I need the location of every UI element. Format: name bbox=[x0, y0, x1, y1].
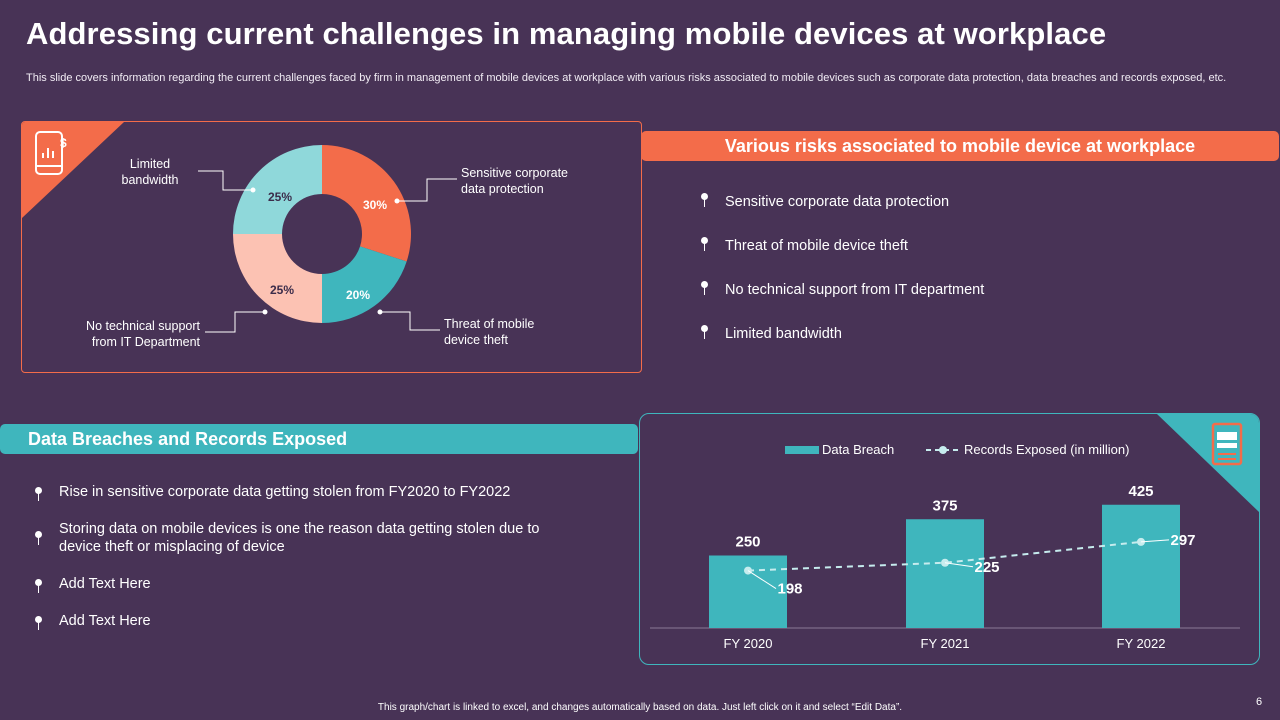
donut-label-support: No technical support from IT Department bbox=[86, 319, 200, 349]
leader-dot-theft bbox=[377, 309, 383, 315]
risk-item: Sensitive corporate data protection bbox=[701, 193, 984, 211]
breaches-header: Data Breaches and Records Exposed bbox=[0, 424, 638, 454]
page-number: 6 bbox=[1256, 696, 1263, 708]
donut-chart: 30% 20% 25% 25% bbox=[198, 145, 457, 333]
donut-slice-limited-bandwidth bbox=[233, 145, 322, 234]
risks-list: Sensitive corporate data protection Thre… bbox=[701, 193, 984, 343]
donut-label-bandwidth: Limited bandwidth bbox=[121, 157, 179, 187]
risks-header: Various risks associated to mobile devic… bbox=[641, 131, 1279, 161]
donut-panel: $ 30% 20% 25% 25% Sensitive corporate data p… bbox=[21, 121, 642, 373]
donut-value-label: 30% bbox=[363, 198, 387, 212]
bar-data-breach-fy-2021 bbox=[906, 519, 984, 628]
leader-dot-bandwidth bbox=[250, 187, 256, 193]
breach-item: Storing data on mobile devices is one th… bbox=[35, 520, 559, 556]
legend-label-data-breach: Data Breach bbox=[822, 442, 894, 457]
bar-chart-panel: Data Breach Records Exposed (in million)… bbox=[639, 413, 1260, 665]
donut-value-label: 20% bbox=[346, 288, 370, 302]
leader-dot-sensitive bbox=[394, 198, 400, 204]
donut-label-sensitive: Sensitive corporate data protection bbox=[461, 166, 569, 196]
breach-item: Add Text Here bbox=[35, 575, 559, 593]
bullet-pin-icon bbox=[35, 616, 42, 630]
line-label-leader bbox=[944, 562, 974, 568]
line-value-label: 297 bbox=[1170, 532, 1195, 549]
bullet-pin-icon bbox=[701, 281, 708, 295]
legend-label-records: Records Exposed (in million) bbox=[964, 442, 1129, 457]
bullet-pin-icon bbox=[35, 487, 42, 501]
breach-item: Add Text Here bbox=[35, 612, 559, 630]
legend-swatch-data-breach bbox=[785, 446, 819, 454]
bullet-pin-icon bbox=[35, 579, 42, 593]
bar-data-breach-fy-2022 bbox=[1102, 504, 1180, 628]
bullet-pin-icon bbox=[701, 325, 708, 339]
risk-item: Limited bandwidth bbox=[701, 325, 984, 343]
bar-value-label: 375 bbox=[932, 497, 957, 514]
breaches-list: Rise in sensitive corporate data getting… bbox=[35, 483, 559, 630]
donut-value-label: 25% bbox=[268, 190, 292, 204]
panel-corner-accent bbox=[22, 122, 124, 218]
bar-value-label: 250 bbox=[735, 534, 760, 551]
donut-value-label: 25% bbox=[270, 283, 294, 297]
bar-value-label: 425 bbox=[1128, 483, 1153, 500]
svg-text:$: $ bbox=[60, 136, 67, 150]
line-label-leader bbox=[1140, 539, 1170, 543]
mobile-chart-icon: $ bbox=[35, 131, 67, 175]
slide-subtitle: This slide covers information regarding … bbox=[26, 72, 1227, 84]
bar-data-breach-fy-2020 bbox=[709, 555, 787, 628]
line-value-label: 225 bbox=[974, 559, 999, 576]
line-label-leader bbox=[747, 570, 777, 590]
donut-slice-threat-of bbox=[322, 246, 407, 323]
donut-label-theft: Threat of mobile device theft bbox=[444, 317, 535, 347]
slide-title: Addressing current challenges in managin… bbox=[26, 16, 1107, 51]
legend-marker-records bbox=[939, 446, 947, 454]
leader-line-support bbox=[205, 311, 265, 333]
x-tick-label: FY 2020 bbox=[724, 636, 773, 651]
document-icon bbox=[1211, 422, 1243, 466]
risk-item: No technical support from IT department bbox=[701, 281, 984, 299]
x-tick-label: FY 2022 bbox=[1117, 636, 1166, 651]
breach-item: Rise in sensitive corporate data getting… bbox=[35, 483, 559, 501]
line-value-label: 198 bbox=[777, 581, 802, 598]
bullet-pin-icon bbox=[701, 193, 708, 207]
chart-legend: Data Breach Records Exposed (in million) bbox=[785, 442, 1129, 457]
bullet-pin-icon bbox=[701, 237, 708, 251]
leader-line-theft bbox=[380, 311, 440, 331]
leader-dot-support bbox=[262, 309, 268, 315]
bar-chart: Data Breach Records Exposed (in million)… bbox=[650, 442, 1240, 651]
x-tick-label: FY 2021 bbox=[921, 636, 970, 651]
risk-item: Threat of mobile device theft bbox=[701, 237, 984, 255]
donut-slice-sensitive-corporate bbox=[322, 145, 411, 262]
footer-note: This graph/chart is linked to excel, and… bbox=[377, 702, 903, 713]
leader-line-bandwidth bbox=[198, 170, 253, 191]
leader-line-sensitive bbox=[397, 178, 457, 202]
donut-slice-no-technical bbox=[233, 234, 322, 323]
bullet-pin-icon bbox=[35, 531, 42, 545]
